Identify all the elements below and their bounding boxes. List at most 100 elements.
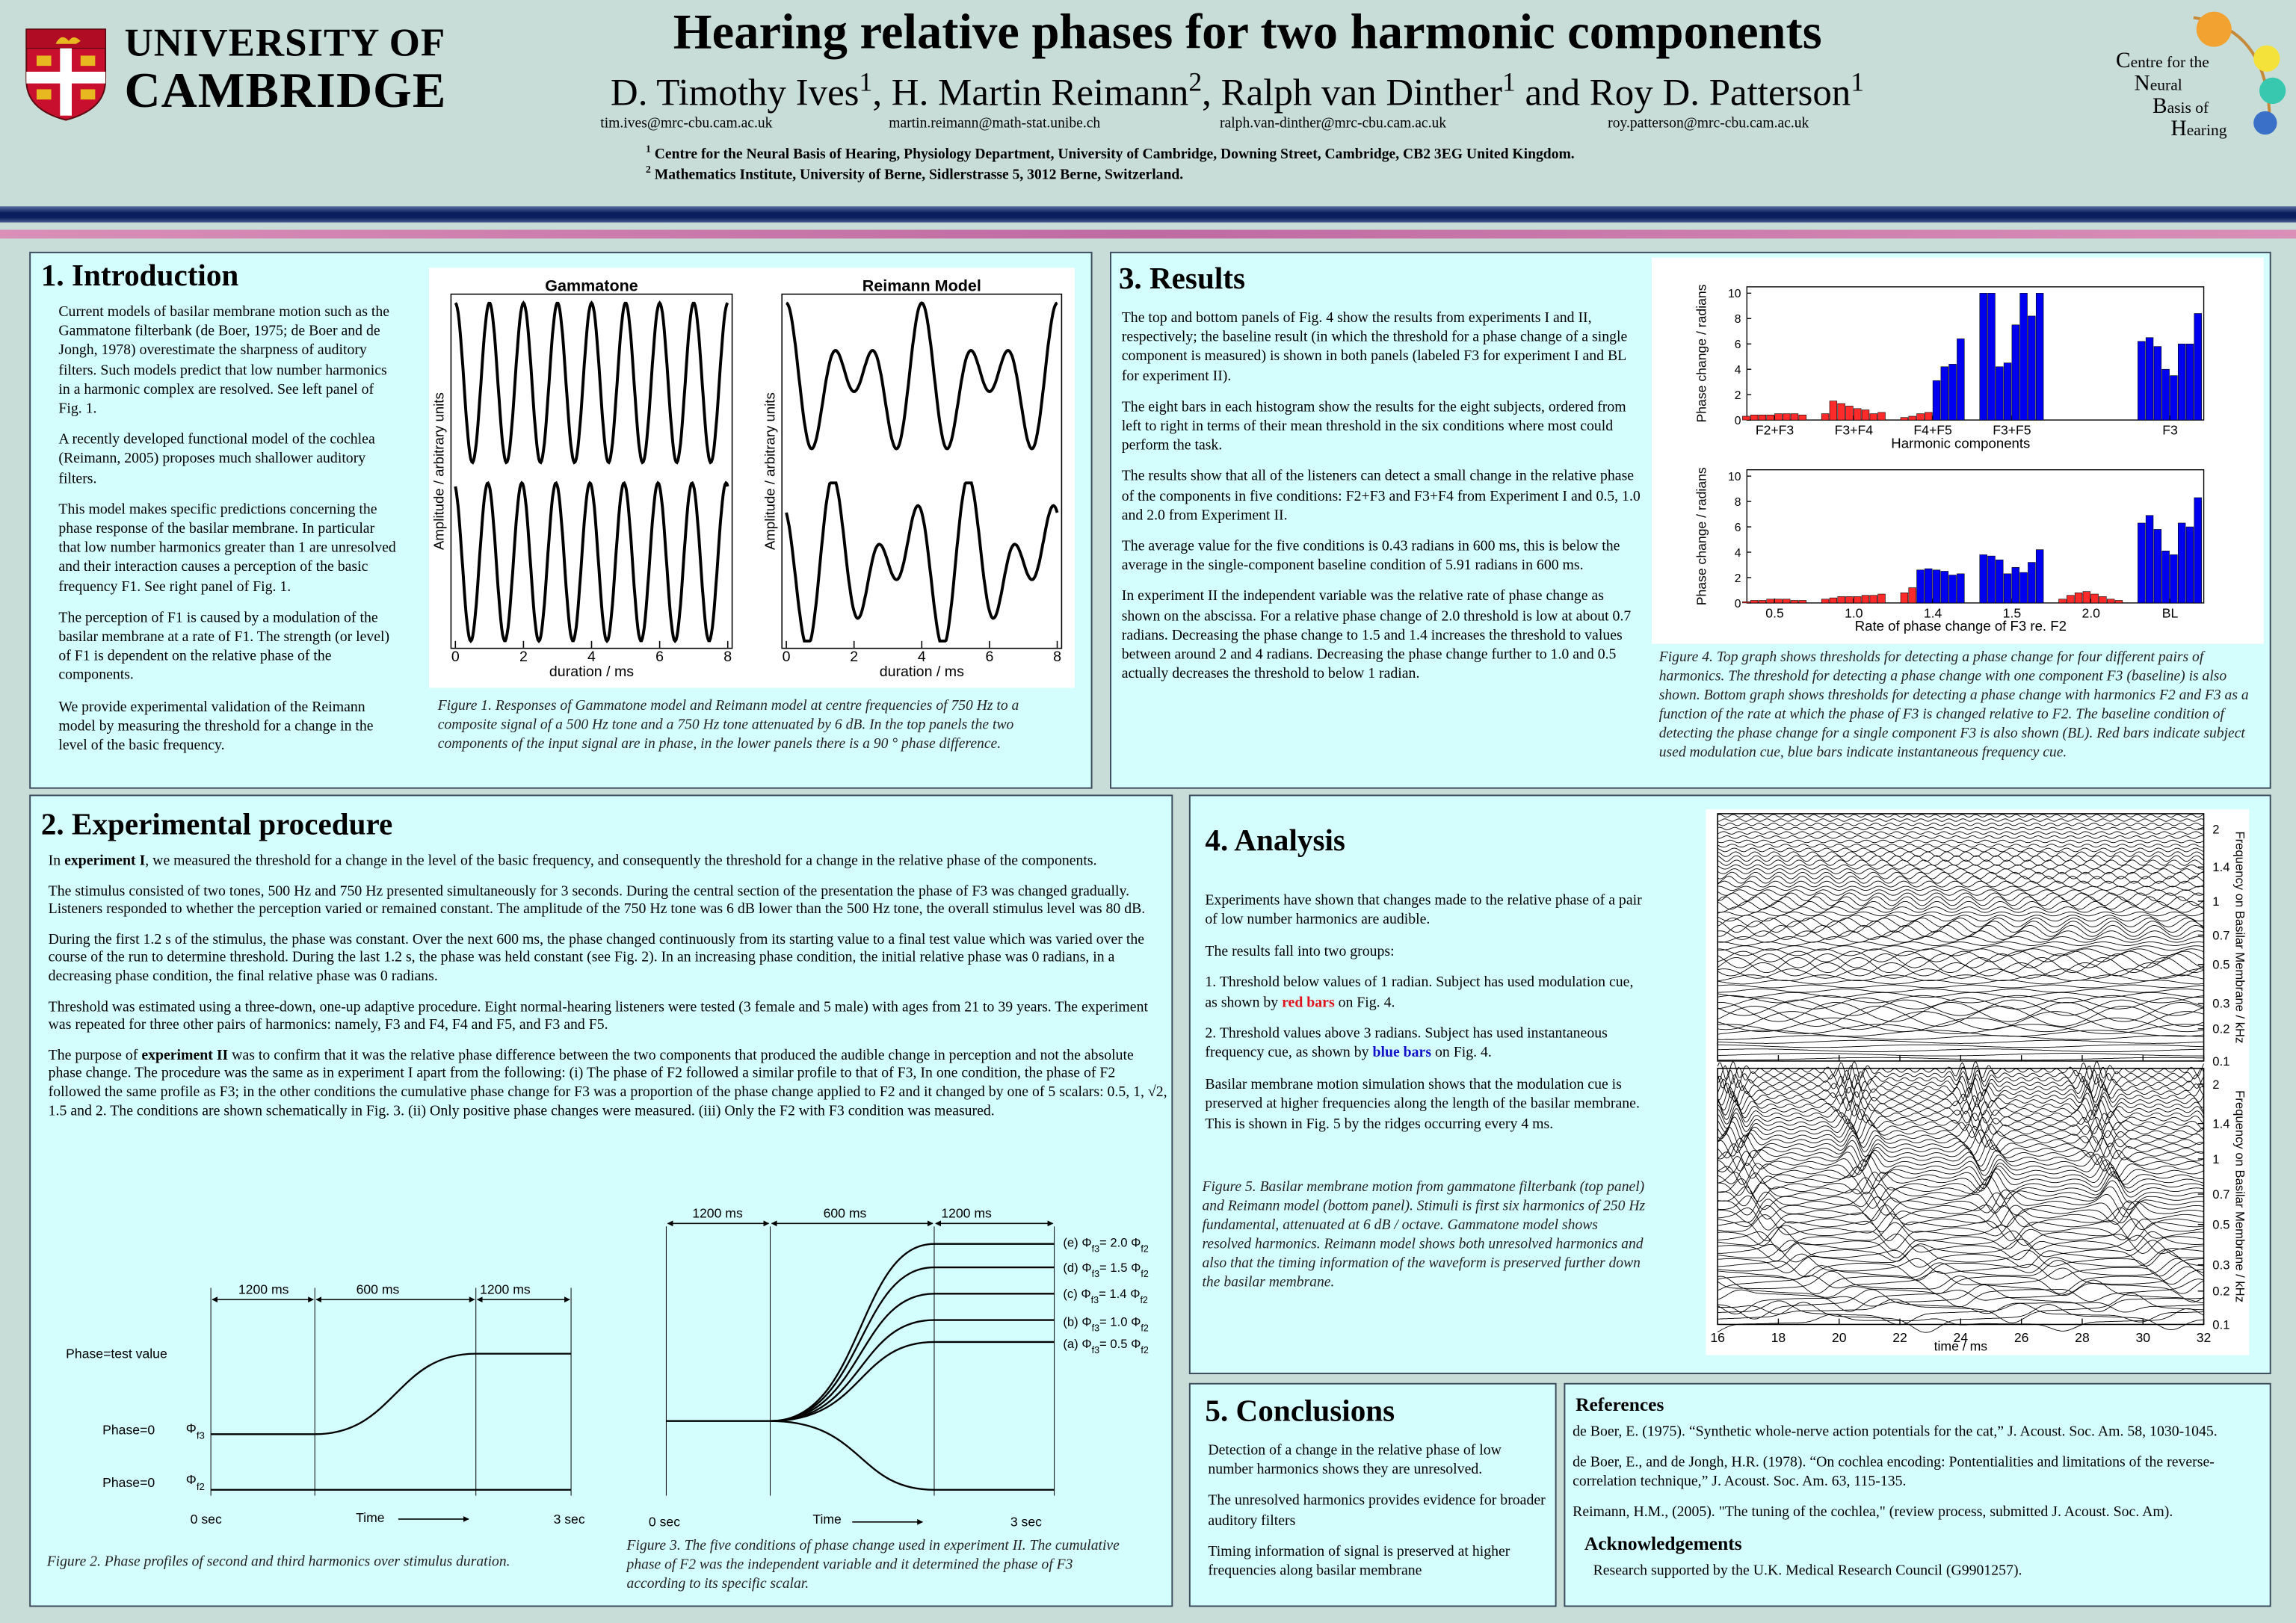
y-axis-label: Phase change / radians — [1694, 284, 1709, 422]
y-tick-label: 0.7 — [2212, 1187, 2229, 1202]
x-tick-label: 4 — [587, 649, 596, 665]
paragraph: The top and bottom panels of Fig. 4 show… — [1121, 310, 1628, 385]
y-tick-label: 0.2 — [2212, 1022, 2229, 1036]
y-tick-label: 10 — [1728, 471, 1741, 483]
x-tick-label: 28 — [2075, 1330, 2090, 1345]
section-text: Experiments have shown that changes made… — [1205, 891, 1644, 1146]
waveform — [1717, 950, 2204, 962]
bar — [1996, 366, 2004, 421]
phase-symbol: Φf2 — [186, 1472, 205, 1491]
time-label: 3 sec — [554, 1512, 585, 1527]
logo-text: Hearing — [2170, 117, 2226, 140]
paragraph: de Boer, E. (1975). “Synthetic whole-ner… — [1573, 1423, 2218, 1441]
text-run: = 1.5 Φ — [1099, 1261, 1141, 1275]
waveform — [1717, 1276, 2204, 1294]
x-tick-label: 2 — [850, 649, 858, 665]
phase-label: Phase=0 — [102, 1422, 155, 1437]
x-tick-label: 2 — [519, 649, 528, 665]
text-run: f3 — [1092, 1323, 1099, 1333]
section-heading: 1. Introduction — [40, 257, 239, 293]
logo-text: Neural — [2135, 71, 2182, 95]
waveform — [785, 481, 1059, 643]
bar — [1758, 415, 1767, 421]
figure-caption: Figure 1. Responses of Gammatone model a… — [437, 698, 1019, 752]
waveform — [1717, 1279, 2204, 1312]
bar — [1750, 415, 1759, 421]
y-tick-label: 0 — [1735, 415, 1741, 427]
plot-frame — [781, 293, 1063, 649]
bar — [1987, 293, 1996, 421]
x-tick-label: 32 — [2197, 1330, 2212, 1345]
paragraph: During the first 1.2 s of the stimulus, … — [48, 932, 1145, 986]
paragraph: Threshold was estimated using a three-do… — [48, 998, 1148, 1034]
logo-text: CAMBRIDGE — [124, 64, 447, 119]
y-tick-label: 0.3 — [2212, 997, 2229, 1011]
y-axis-label: Frequency on Basilar Membrane / kHz — [2233, 1090, 2247, 1302]
email: tim.ives@mrc-cbu.cam.ac.uk — [600, 115, 773, 132]
y-axis-label: Frequency on Basilar Membrane / kHz — [2233, 831, 2247, 1043]
figure-caption: Figure 2. Phase profiles of second and t… — [46, 1554, 510, 1571]
phase-symbol: Φf3 — [186, 1420, 205, 1440]
bar — [2153, 529, 2162, 604]
x-tick-label: 0.5 — [1765, 605, 1784, 620]
section-heading: 3. Results — [1118, 260, 1245, 296]
bar — [1979, 554, 1987, 604]
bar — [2138, 522, 2146, 604]
x-tick-label: 8 — [723, 649, 732, 665]
bar — [1742, 601, 1750, 604]
waveform — [1717, 1163, 2204, 1190]
bar — [1908, 415, 1916, 421]
paragraph: In experiment I, we measured the thresho… — [49, 853, 1169, 872]
waveform — [1717, 1095, 2204, 1117]
waveform — [1717, 859, 2204, 866]
text-run: D. Timothy Ives — [610, 71, 860, 114]
waveform — [1717, 814, 2204, 818]
centre-logo — [2193, 11, 2286, 135]
text-run: (a) Φ — [1063, 1337, 1091, 1351]
logo-text: asis of — [2167, 99, 2209, 117]
text-run: Mathematics Institute, University of Ber… — [650, 167, 1184, 184]
paragraph: The stimulus consisted of two tones, 500… — [48, 883, 1146, 918]
x-tick-label: 6 — [985, 649, 993, 665]
text-run: Φ — [186, 1472, 197, 1487]
waveform — [1718, 974, 2204, 982]
bar — [1940, 571, 1948, 604]
logo-initial: N — [2135, 71, 2150, 95]
section-heading: 2. Experimental procedure — [40, 806, 393, 842]
y-axis-label: Phase change / radians — [1694, 467, 1709, 605]
paragraph: Experiments have shown that changes made… — [1205, 892, 1642, 929]
x-tick-label: 2.0 — [2081, 605, 2100, 620]
section-text: In experiment I, we measured the thresho… — [49, 853, 1169, 1133]
bar — [2153, 346, 2162, 421]
email: martin.reimann@math-stat.unibe.ch — [889, 115, 1101, 132]
waveform — [1718, 995, 2204, 1004]
waveform — [454, 300, 729, 465]
bar — [2106, 599, 2115, 604]
bar — [1957, 573, 1965, 604]
waveform — [1717, 1069, 2204, 1089]
bar — [1766, 415, 1774, 421]
waveform — [1717, 921, 2204, 933]
waveform — [1717, 855, 2204, 862]
text-run: (b) Φ — [1063, 1314, 1091, 1329]
waveform — [1718, 984, 2204, 989]
waveform — [1717, 1074, 2204, 1094]
email: ralph.van-dinther@mrc-cbu.cam.ac.uk — [1219, 115, 1447, 132]
waveform — [1717, 880, 2204, 888]
bar — [1925, 412, 1933, 421]
text-run: f3 — [1092, 1269, 1099, 1279]
waveform — [1718, 906, 2204, 913]
waveform — [1718, 1249, 2204, 1281]
text-run: blue bars — [1372, 1045, 1432, 1062]
duration-label: 600 ms — [357, 1282, 400, 1296]
section-heading: 4. Analysis — [1205, 822, 1345, 858]
waveform — [1718, 1200, 2204, 1233]
bar — [1932, 569, 1941, 604]
waveform — [1718, 1048, 2204, 1052]
section-box — [1188, 1382, 1557, 1607]
bar — [1869, 413, 1877, 421]
text-run: (d) Φ — [1063, 1261, 1091, 1275]
text-run: (c) Φ — [1063, 1287, 1090, 1301]
x-tick-label: F3 — [2162, 423, 2178, 438]
x-tick-label: 24 — [1954, 1330, 1969, 1345]
